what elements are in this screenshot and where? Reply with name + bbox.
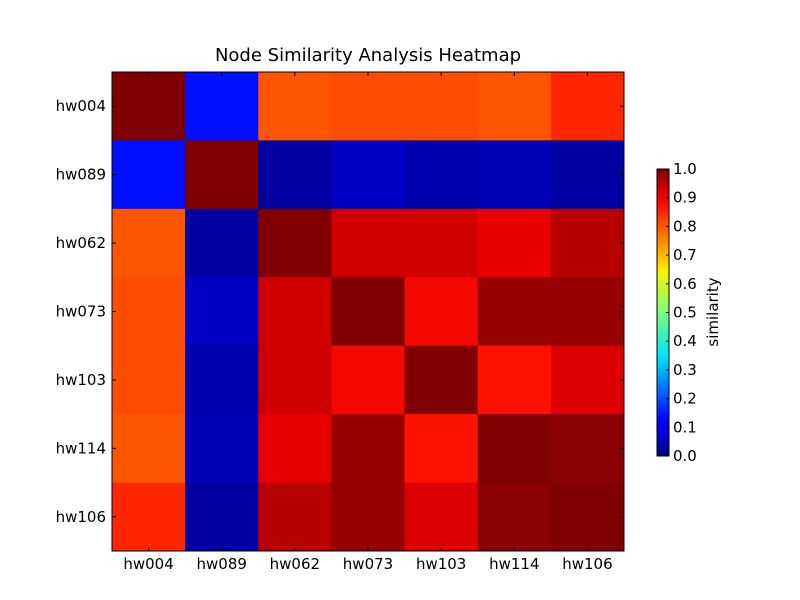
y-tick-label: hw004 — [56, 97, 106, 115]
heatmap-cell — [404, 208, 479, 278]
heatmap-cell — [112, 72, 186, 141]
colorbar-tick-label: 0.9 — [673, 189, 697, 207]
heatmap-cell — [331, 277, 406, 347]
colorbar-tick-label: 0.3 — [673, 361, 697, 379]
heatmap-cell — [550, 277, 625, 347]
heatmap-cell — [404, 72, 479, 141]
colorbar-tick-label: 0.5 — [673, 304, 697, 322]
x-tick-label: hw103 — [416, 555, 466, 573]
chart-title: Node Similarity Analysis Heatmap — [215, 45, 521, 66]
heatmap-cell — [112, 345, 186, 415]
colorbar-tick-label: 0.2 — [673, 390, 697, 408]
colorbar: 0.0 0.1 0.2 0.3 0.4 0.5 0.6 0.7 0.8 0.9 1.0 simila… — [656, 160, 722, 465]
y-tick-label: hw073 — [56, 303, 106, 321]
heatmap-cell — [550, 72, 625, 141]
heatmap-cell — [331, 140, 406, 210]
heatmap-cell — [185, 208, 259, 278]
x-tick-label: hw004 — [123, 555, 173, 573]
heatmap-cell — [112, 208, 186, 278]
colorbar-gradient — [657, 169, 669, 456]
heatmap-cell — [550, 140, 625, 210]
x-axis-ticks: hw004 hw089 hw062 hw073 hw103 hw114 hw106 — [123, 72, 613, 573]
y-tick-label: hw114 — [56, 439, 106, 457]
heatmap-cells — [112, 72, 625, 552]
x-tick-label: hw073 — [343, 555, 393, 573]
heatmap-cell — [331, 482, 406, 552]
heatmap-cell — [185, 72, 259, 141]
heatmap-cell — [258, 345, 332, 415]
heatmap-cell — [258, 140, 332, 210]
colorbar-tick-label: 0.7 — [673, 246, 697, 264]
colorbar-tick-label: 0.0 — [673, 447, 697, 465]
heatmap-cell — [477, 208, 552, 278]
heatmap-cell — [550, 208, 625, 278]
x-tick-label: hw089 — [197, 555, 247, 573]
heatmap-cell — [331, 72, 406, 141]
colorbar-tick-label: 0.8 — [673, 217, 697, 235]
heatmap-cell — [477, 414, 552, 484]
y-tick-label: hw062 — [56, 234, 106, 252]
heatmap-cell — [185, 345, 259, 415]
heatmap-cell — [404, 345, 479, 415]
heatmap-cell — [185, 414, 259, 484]
heatmap-cell — [258, 208, 332, 278]
colorbar-tick-label: 0.4 — [673, 332, 697, 350]
heatmap-cell — [477, 140, 552, 210]
heatmap-cell — [112, 140, 186, 210]
heatmap-cell — [404, 277, 479, 347]
heatmap-cell — [477, 277, 552, 347]
x-tick-label: hw062 — [270, 555, 320, 573]
heatmap-cell — [550, 345, 625, 415]
heatmap-cell — [185, 277, 259, 347]
heatmap-cell — [112, 277, 186, 347]
heatmap-cell — [404, 414, 479, 484]
colorbar-tick-label: 0.6 — [673, 275, 697, 293]
heatmap-cell — [185, 140, 259, 210]
heatmap-cell — [258, 482, 332, 552]
heatmap-cell — [258, 72, 332, 141]
heatmap-cell — [404, 482, 479, 552]
colorbar-ticks: 0.0 0.1 0.2 0.3 0.4 0.5 0.6 0.7 0.8 0.9 1.0 — [666, 160, 697, 465]
y-tick-label: hw089 — [56, 166, 106, 184]
heatmap-cell — [477, 482, 552, 552]
heatmap-cell — [550, 482, 625, 552]
heatmap-cell — [550, 414, 625, 484]
heatmap-cell — [477, 72, 552, 141]
y-axis-ticks: hw004 hw089 hw062 hw073 hw103 hw114 hw106 — [56, 97, 624, 526]
x-tick-label: hw114 — [489, 555, 539, 573]
colorbar-label: similarity — [704, 277, 722, 346]
colorbar-tick-label: 0.1 — [673, 418, 697, 436]
heatmap-cell — [258, 414, 332, 484]
heatmap-cell — [331, 414, 406, 484]
heatmap-cell — [112, 414, 186, 484]
heatmap-cell — [331, 208, 406, 278]
x-tick-label: hw106 — [562, 555, 612, 573]
heatmap-cell — [258, 277, 332, 347]
heatmap-cell — [112, 482, 186, 552]
heatmap-cell — [477, 345, 552, 415]
y-tick-label: hw103 — [56, 371, 106, 389]
colorbar-tick-label: 1.0 — [673, 160, 697, 178]
y-tick-label: hw106 — [56, 508, 106, 526]
heatmap-cell — [185, 482, 259, 552]
heatmap-cell — [331, 345, 406, 415]
heatmap-cell — [404, 140, 479, 210]
